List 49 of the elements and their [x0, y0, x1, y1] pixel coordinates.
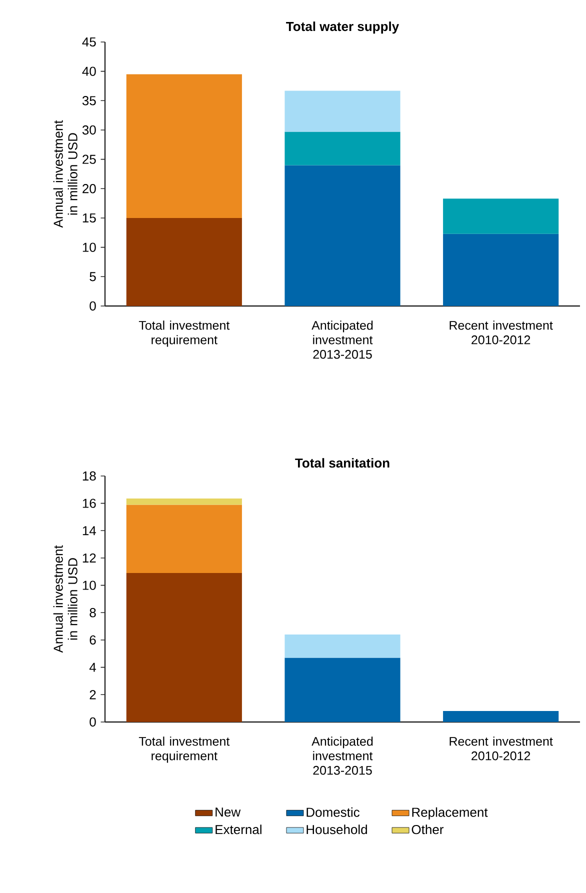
y-tick-label: 20: [82, 184, 96, 194]
legend-label: Replacement: [412, 807, 488, 820]
y-tick-label: 15: [82, 213, 96, 223]
y-tick-label: 14: [82, 526, 96, 536]
y-tick-label: 40: [82, 66, 96, 76]
y-tick-label: 0: [90, 301, 96, 311]
y-tick-label: 4: [89, 662, 96, 672]
legend-label: Domestic: [306, 807, 360, 817]
chart-title: Total sanitation: [295, 458, 390, 468]
x-tick-label: Total investment requirement: [138, 736, 230, 763]
legend-label: External: [216, 824, 262, 834]
chart-title: Total water supply: [286, 22, 400, 34]
bar: [284, 90, 400, 132]
bar: [284, 658, 400, 722]
y-tick-label: 16: [82, 498, 96, 508]
legend-label: New: [216, 808, 241, 817]
y-tick-label: 2: [90, 690, 96, 700]
y-tick-label: 30: [82, 125, 96, 135]
x-tick-label: Recent investment 2010-2012: [450, 736, 553, 760]
y-tick-label: 18: [82, 471, 96, 481]
y-tick-label: 45: [82, 37, 96, 47]
y-tick-label: 0: [90, 717, 96, 727]
y-axis-title: Annual investment in million USD: [53, 120, 78, 228]
x-tick-label: Anticipated investment 2013-2015: [312, 736, 373, 775]
x-tick-label: Recent investment 2010-2012: [450, 320, 553, 344]
y-tick-label: 10: [82, 242, 96, 252]
bar: [126, 218, 242, 306]
bar: [443, 234, 559, 306]
bar: [443, 711, 559, 722]
y-tick-label: 12: [82, 553, 96, 563]
y-tick-label: 35: [82, 96, 96, 106]
y-tick-label: 25: [82, 154, 96, 164]
bar: [443, 198, 559, 234]
bar: [126, 74, 242, 218]
legend-label: Household: [306, 824, 367, 834]
bar: [126, 498, 242, 505]
legend-label: Other: [412, 824, 444, 834]
bar: [126, 504, 242, 574]
y-tick-label: 10: [82, 580, 96, 590]
y-tick-label: 8: [90, 608, 96, 618]
bar: [126, 573, 242, 722]
y-tick-label: 6: [90, 635, 96, 645]
bar: [284, 132, 400, 166]
y-axis-title: Annual investment in million USD: [53, 545, 78, 653]
bar: [284, 634, 400, 658]
y-tick-label: 5: [90, 272, 96, 282]
x-tick-label: Total investment requirement: [138, 320, 230, 347]
x-tick-label: Anticipated investment 2013-2015: [312, 320, 373, 359]
bar: [284, 165, 400, 306]
